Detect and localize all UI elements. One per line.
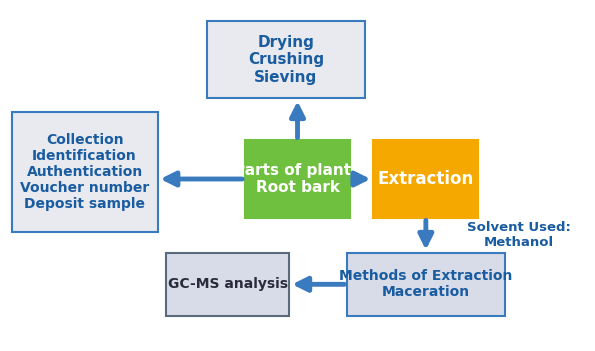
FancyBboxPatch shape <box>166 253 289 316</box>
Text: Methods of Extraction
Maceration: Methods of Extraction Maceration <box>339 269 512 299</box>
Text: Drying
Crushing
Sieving: Drying Crushing Sieving <box>248 35 324 85</box>
Text: Collection
Identification
Authentication
Voucher number
Deposit sample: Collection Identification Authentication… <box>20 133 149 211</box>
Text: GC-MS analysis: GC-MS analysis <box>168 277 287 291</box>
Text: Solvent Used:
Methanol: Solvent Used: Methanol <box>466 221 571 249</box>
FancyBboxPatch shape <box>207 21 365 98</box>
FancyBboxPatch shape <box>373 140 478 218</box>
FancyBboxPatch shape <box>245 140 350 218</box>
FancyBboxPatch shape <box>12 112 158 232</box>
Text: Extraction: Extraction <box>378 170 474 188</box>
FancyBboxPatch shape <box>347 253 505 316</box>
Text: Parts of plants
Root bark: Parts of plants Root bark <box>234 163 361 195</box>
